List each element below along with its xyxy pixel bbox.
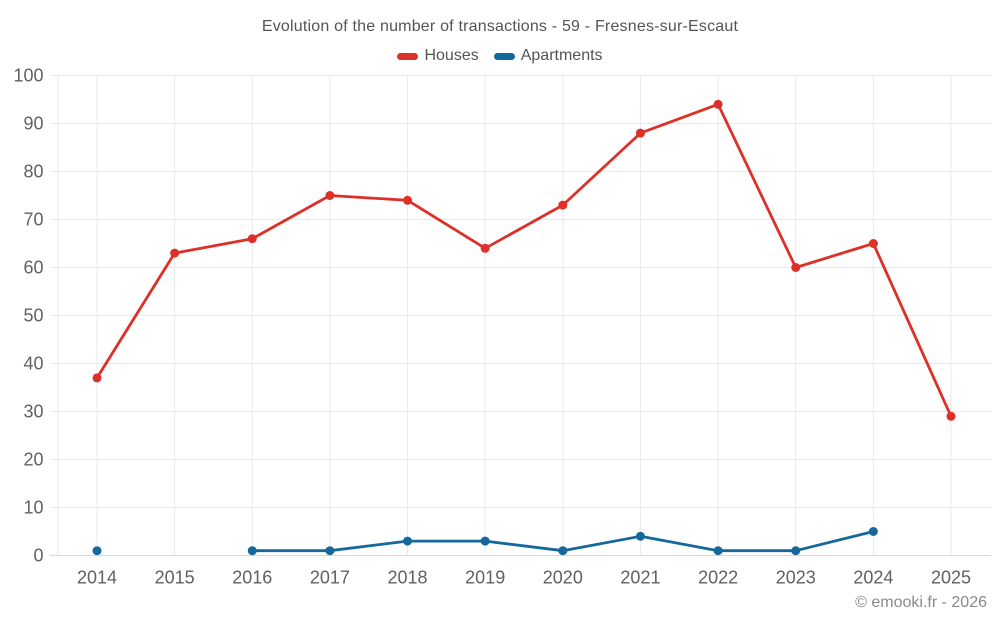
apartments-marker-2018[interactable] xyxy=(403,536,413,546)
x-tick-label: 2017 xyxy=(310,568,350,588)
y-tick-label: 50 xyxy=(23,306,43,326)
chart-title: Evolution of the number of transactions … xyxy=(261,18,739,35)
houses-marker-2024[interactable] xyxy=(868,239,878,248)
apartments-marker-2021[interactable] xyxy=(635,531,645,541)
x-tick-label: 2020 xyxy=(543,568,583,588)
houses-marker-2023[interactable] xyxy=(791,263,801,272)
apartments-legend-label: Apartments xyxy=(520,47,603,64)
apartments-marker-2016[interactable] xyxy=(247,546,257,556)
y-tick-label: 0 xyxy=(33,546,43,566)
houses-line xyxy=(95,102,953,418)
y-tick-label: 60 xyxy=(23,258,43,278)
houses-legend-swatch xyxy=(397,53,419,60)
x-tick-label: 2019 xyxy=(465,568,505,588)
houses-marker-2014[interactable] xyxy=(92,373,102,383)
houses-marker-2022[interactable] xyxy=(713,99,723,109)
houses-marker-2020[interactable] xyxy=(558,200,568,210)
houses-legend-label: Houses xyxy=(424,47,479,64)
x-tick-label: 2018 xyxy=(388,568,428,588)
x-tick-label: 2014 xyxy=(77,568,117,588)
y-tick-label: 80 xyxy=(23,162,43,182)
x-tick-label: 2021 xyxy=(620,568,660,588)
apartments-marker-2023[interactable] xyxy=(791,546,801,556)
y-tick-label: 10 xyxy=(23,498,43,518)
y-tick-label: 40 xyxy=(23,354,43,374)
x-tick-label: 2025 xyxy=(931,568,971,588)
y-tick-label: 100 xyxy=(13,66,43,86)
y-tick-label: 20 xyxy=(23,450,43,470)
apartments-marker-2020[interactable] xyxy=(558,546,568,556)
legend-item-houses[interactable]: Houses xyxy=(397,47,479,65)
apartments-marker-2014[interactable] xyxy=(92,546,102,556)
houses-marker-2025[interactable] xyxy=(946,411,956,421)
y-tick-label: 70 xyxy=(23,210,43,230)
y-tick-label: 90 xyxy=(23,114,43,134)
x-tick-label: 2023 xyxy=(776,568,816,588)
x-tick-label: 2022 xyxy=(698,568,738,588)
houses-marker-2018[interactable] xyxy=(403,195,413,205)
copyright-text: © emooki.fr - 2026 xyxy=(855,594,987,611)
houses-marker-2019[interactable] xyxy=(480,243,490,253)
apartments-legend-swatch xyxy=(493,53,515,60)
x-tick-label: 2024 xyxy=(853,568,893,588)
x-tick-label: 2015 xyxy=(155,568,195,588)
chart-legend: Houses Apartments xyxy=(0,47,1000,65)
x-tick-label: 2016 xyxy=(232,568,272,588)
houses-marker-2015[interactable] xyxy=(170,248,180,258)
houses-marker-2021[interactable] xyxy=(635,128,645,138)
apartments-marker-2019[interactable] xyxy=(480,536,490,546)
apartments-marker-2022[interactable] xyxy=(713,546,723,556)
houses-marker-2016[interactable] xyxy=(247,234,257,244)
apartments-marker-2017[interactable] xyxy=(325,546,335,556)
apartments-marker-2024[interactable] xyxy=(868,527,878,536)
legend-item-apartments[interactable]: Apartments xyxy=(493,47,603,65)
houses-marker-2017[interactable] xyxy=(325,191,335,200)
y-tick-label: 30 xyxy=(23,402,43,422)
